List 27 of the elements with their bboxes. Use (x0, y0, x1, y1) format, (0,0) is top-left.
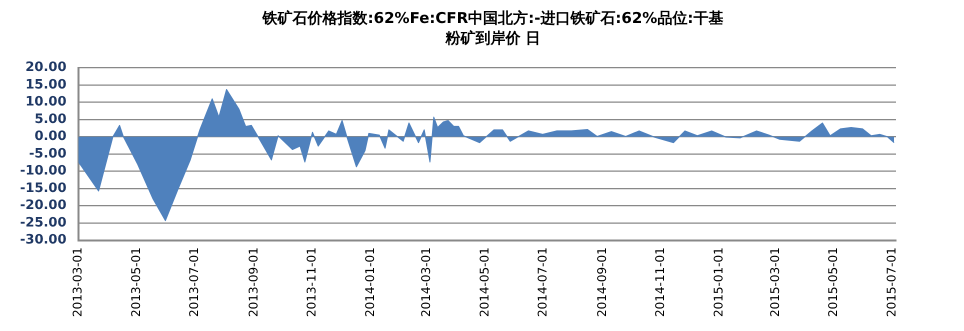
x-tick-label: 2014-01-01 (362, 247, 377, 318)
x-tick-label: 2014-07-01 (536, 247, 550, 318)
y-tick-label: 0.00 (34, 129, 67, 144)
y-tick-label: -15.00 (20, 180, 67, 196)
x-tick-label: 2015-07-01 (884, 247, 898, 318)
x-tick-label: 2013-11-01 (304, 247, 319, 318)
y-tick-label: -25.00 (20, 215, 67, 230)
x-tick-label: 2013-09-01 (246, 247, 260, 318)
x-tick-label: 2014-11-01 (653, 247, 668, 318)
x-tick-label: 2014-03-01 (419, 247, 434, 318)
x-tick-label: 2015-05-01 (826, 247, 840, 318)
y-tick-label: 20.00 (25, 60, 67, 76)
y-tick-label: 10.00 (25, 94, 67, 110)
x-tick-label: 2015-01-01 (711, 247, 726, 318)
x-tick-label: 2015-03-01 (768, 247, 782, 318)
y-tick-label: -10.00 (20, 164, 67, 179)
y-tick-label: -20.00 (20, 198, 67, 214)
x-tick-label: 2013-05-01 (128, 247, 143, 318)
x-tick-label: 2014-05-01 (477, 247, 492, 318)
y-tick-label: -5.00 (29, 146, 67, 162)
x-tick-label: 2013-03-01 (70, 247, 85, 318)
y-tick-label: 5.00 (34, 112, 67, 127)
chart-title: 铁矿石价格指数:62%Fe:CFR中国北方:-进口铁矿石:62%品位:干基粉矿到岸价 日 (261, 8, 724, 48)
y-tick-label: -30.00 (20, 232, 67, 248)
y-tick-label: 15.00 (25, 77, 67, 92)
x-tick-label: 2014-09-01 (594, 247, 609, 318)
x-tick-label: 2013-07-01 (187, 247, 202, 318)
